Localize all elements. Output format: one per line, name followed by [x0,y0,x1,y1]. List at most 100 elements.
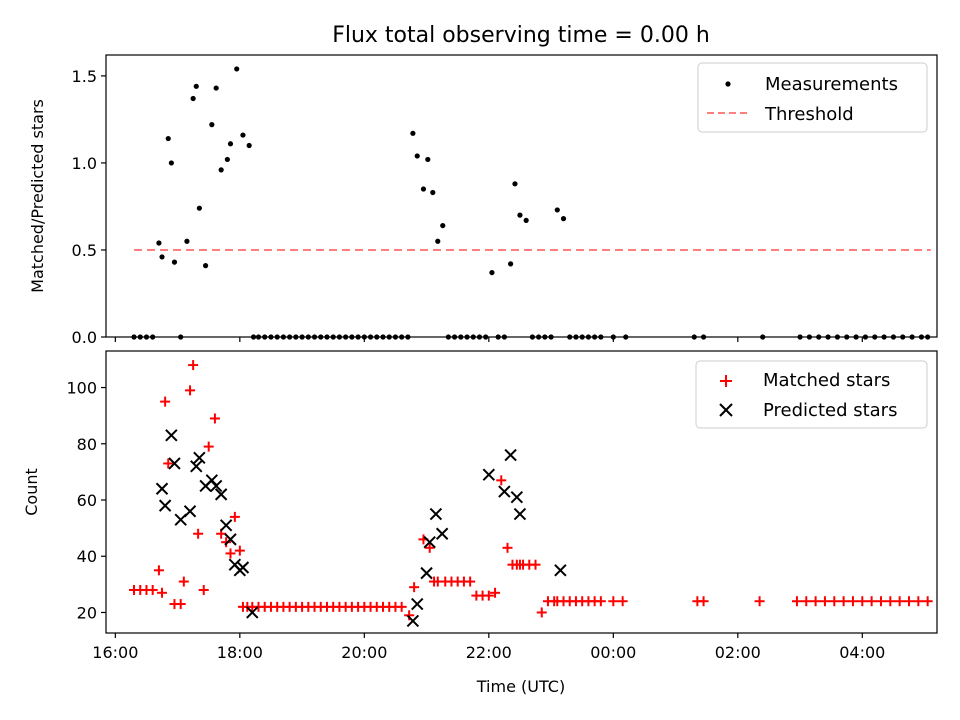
matched-point [157,587,168,598]
matched-point [595,596,606,607]
top-chart-title: Flux total observing time = 0.00 h [332,23,710,48]
predicted-point [406,614,420,628]
predicted-point [155,482,169,495]
matched-point [698,596,709,607]
top-axes: 0.0 0.5 1.0 1.5 Matched/Predicted stars Mea… [28,54,938,347]
predicted-point [224,533,237,546]
bottom-x-tick-label: 20:00 [341,643,387,662]
legend-matched-label: Matched stars [763,370,890,391]
top-legend: Measurements Threshold [697,62,928,133]
measurement-point [190,95,196,102]
measurement-point [435,238,441,244]
matched-point [193,528,204,539]
predicted-point [420,566,433,580]
measurement-point [165,135,171,142]
predicted-point [482,468,496,481]
top-y-axis-label: Matched/Predicted stars [28,99,47,293]
bottom-axes: 20 40 60 80 100 16:00 18:00 20:00 22:00 00:00 02:… [22,350,938,696]
predicted-point [165,429,178,442]
matched-point [530,559,541,570]
predicted-point [411,597,424,611]
bottom-x-tick-label: 16:00 [92,643,138,662]
matched-point [829,596,840,607]
measurement-point [560,216,567,222]
matched-point [801,596,812,607]
matched-point [465,576,476,587]
measurement-point [512,181,518,187]
matched-point [160,396,171,407]
matched-point [175,599,186,610]
measurement-point [246,142,252,149]
measurement-point [410,130,416,136]
legend-predicted-label: Predicted stars [763,400,897,421]
matched-point [404,610,415,621]
measurement-point [156,240,162,246]
matched-point [847,596,858,607]
bottom-y-tick-label: 20 [77,603,97,622]
predicted-point [219,519,233,532]
matched-point [147,584,158,595]
measurement-point [184,238,190,244]
measurement-point [159,254,165,260]
top-y-tick-label: 0.5 [72,241,97,260]
measurement-point [430,189,436,196]
matched-point [153,565,164,576]
bottom-y-tick-label: 40 [77,547,97,566]
bottom-y-tick-label: 80 [77,435,97,454]
bottom-y-tick-label: 60 [77,491,97,510]
matched-point [617,596,628,607]
matched-point [608,596,619,607]
matched-point [203,441,214,452]
matched-point [424,542,435,553]
measurement-point [508,261,514,267]
matched-point [857,596,868,607]
matched-point [409,582,420,593]
measurement-point [523,217,529,223]
matched-point [209,413,220,424]
predicted-point [554,564,567,577]
matched-point [894,596,905,607]
matched-point [225,548,236,559]
top-y-tick-label: 1.0 [72,154,97,173]
predicted-point [236,561,250,574]
matched-point [838,596,849,607]
legend-matched-marker [720,375,732,387]
measurement-point [193,83,199,89]
matched-point [754,596,765,607]
measurement-point [209,122,215,128]
matched-point [229,511,240,522]
top-y-tick-label: 1.5 [72,67,97,86]
predicted-point [183,505,197,518]
predicted-point [168,457,181,470]
measurement-point [171,259,178,265]
bottom-y-axis-label: Count [22,468,41,516]
measurement-point [414,153,420,159]
matched-point [188,360,199,371]
measurement-point [224,156,230,163]
predicted-point [209,479,223,493]
bottom-x-tick-label: 02:00 [715,643,761,662]
matched-point [810,596,821,607]
bottom-y-ticks: 20 40 60 80 100 [66,379,106,622]
bottom-y-tick-label: 100 [66,379,97,398]
matched-point [922,596,933,607]
predicted-point [510,490,524,504]
bottom-legend: Matched stars Predicted stars [695,360,928,429]
predicted-point [193,451,206,465]
bottom-x-tick-label: 18:00 [217,643,263,662]
measurement-point [196,205,202,211]
matched-point [234,545,245,556]
bottom-x-ticks: 16:00 18:00 20:00 22:00 00:00 02:00 04:00 [92,633,885,662]
matched-point [791,596,802,607]
predicted-point [504,448,517,462]
top-x-ticks [114,337,863,342]
matched-point [819,596,830,607]
bottom-x-axis-label: Time (UTC) [476,677,565,696]
top-y-tick-label: 0.0 [72,328,97,347]
measurement-point [489,269,495,276]
predicted-point [513,507,527,521]
legend-measurements-label: Measurements [765,74,898,95]
matched-point [163,458,174,469]
bottom-x-tick-label: 04:00 [839,643,885,662]
